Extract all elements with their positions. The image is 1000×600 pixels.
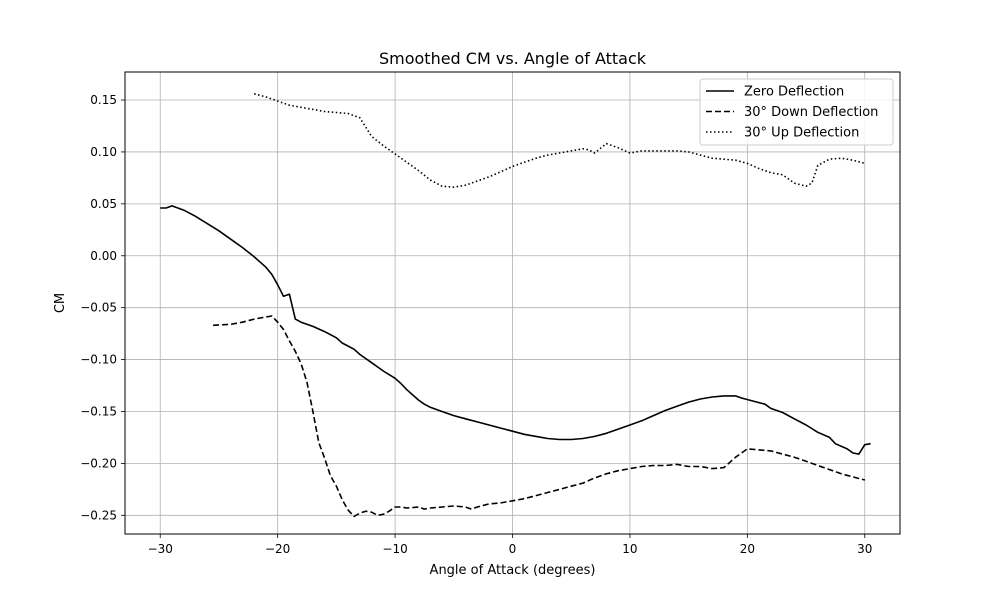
- series-line-3: [253, 93, 866, 188]
- y-tick-label: 0.00: [90, 249, 117, 263]
- chart-title: Smoothed CM vs. Angle of Attack: [379, 49, 647, 68]
- y-tick-label: 0.05: [90, 197, 117, 211]
- series-line-2: [213, 315, 866, 518]
- y-axis-label: CM: [53, 293, 68, 313]
- y-tick-label: −0.25: [80, 508, 117, 522]
- x-tick-label: −10: [382, 542, 407, 556]
- ticks: −30 −20 −10 0 10 20 30 0.15 0.10 0.05 0.00 −0.05 −0.…: [80, 93, 872, 556]
- series-group: [160, 93, 871, 518]
- grid: [125, 72, 900, 534]
- x-tick-label: 10: [622, 542, 637, 556]
- legend-label-3: 30° Up Deflection: [744, 126, 859, 141]
- series-line-1: [160, 205, 871, 455]
- y-tick-label: −0.05: [80, 301, 117, 315]
- y-tick-label: −0.20: [80, 456, 117, 470]
- x-tick-label: −30: [148, 542, 173, 556]
- legend-box: [699, 78, 894, 146]
- x-tick-label: 30: [857, 542, 872, 556]
- y-tick-label: 0.15: [90, 93, 117, 107]
- legend: Zero Deflection 30° Down Deflection 30° Up…: [699, 78, 894, 146]
- y-tick-label: −0.15: [80, 404, 117, 418]
- legend-label-1: Zero Deflection: [744, 85, 844, 100]
- x-axis-label: Angle of Attack (degrees): [430, 563, 596, 578]
- x-tick-label: 0: [509, 542, 517, 556]
- x-tick-label: −20: [265, 542, 290, 556]
- legend-label-2: 30° Down Deflection: [744, 105, 878, 120]
- y-tick-label: −0.10: [80, 353, 117, 367]
- y-tick-label: 0.10: [90, 145, 117, 159]
- x-tick-label: 20: [740, 542, 755, 556]
